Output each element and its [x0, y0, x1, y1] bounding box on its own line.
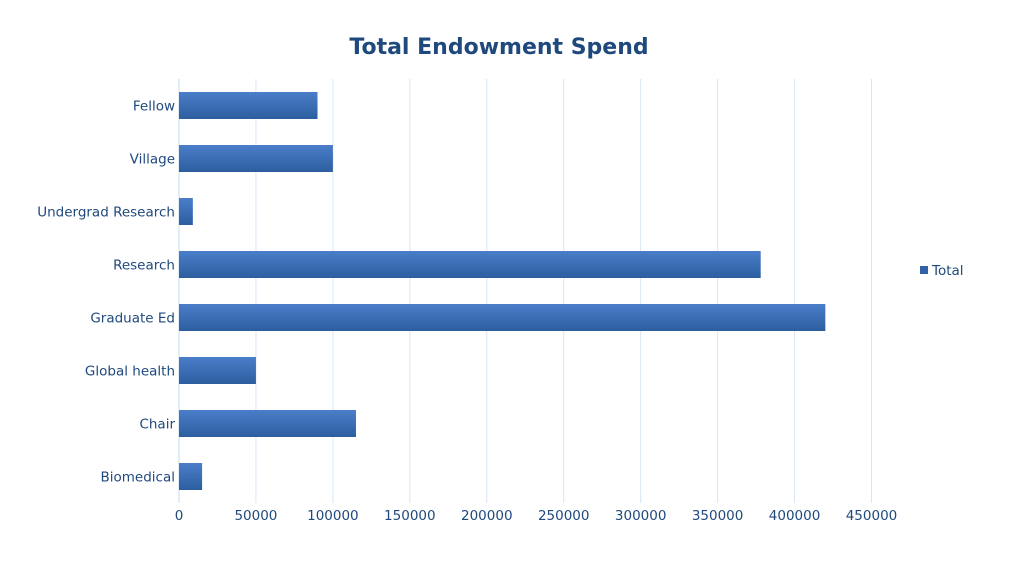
x-tick-label: 400000 — [769, 508, 821, 524]
gridlines — [178, 79, 872, 503]
x-tick-label: 0 — [175, 508, 184, 524]
x-axis-ticks: 0 50000 100000 150000 200000 250000 300000 3500… — [175, 508, 898, 524]
bars — [179, 92, 826, 490]
category-label: Graduate Ed — [90, 311, 175, 327]
x-tick-label: 250000 — [538, 508, 590, 524]
bar — [179, 145, 333, 172]
x-tick-label: 150000 — [384, 508, 436, 524]
x-tick-label: 200000 — [461, 508, 513, 524]
x-tick-label: 300000 — [615, 508, 667, 524]
category-label: Global health — [85, 364, 175, 380]
bar — [179, 357, 256, 384]
x-tick-label: 450000 — [846, 508, 898, 524]
legend-label: Total — [931, 263, 964, 279]
bar — [179, 198, 193, 225]
category-label: Undergrad Research — [37, 205, 175, 221]
category-label: Village — [130, 152, 175, 168]
category-labels: Fellow Village Undergrad Research Research G… — [37, 99, 175, 486]
bar — [179, 304, 826, 331]
bar — [179, 92, 318, 119]
x-tick-label: 50000 — [234, 508, 277, 524]
legend: Total — [920, 263, 964, 279]
x-tick-label: 100000 — [307, 508, 359, 524]
bar — [179, 410, 356, 437]
bar — [179, 463, 203, 490]
bar — [179, 251, 761, 278]
category-label: Fellow — [133, 99, 175, 115]
category-label: Chair — [139, 417, 175, 433]
category-label: Research — [113, 258, 175, 274]
category-label: Biomedical — [101, 470, 176, 486]
x-tick-label: 350000 — [692, 508, 744, 524]
chart-title: Total Endowment Spend — [349, 35, 648, 60]
legend-swatch — [920, 266, 928, 274]
